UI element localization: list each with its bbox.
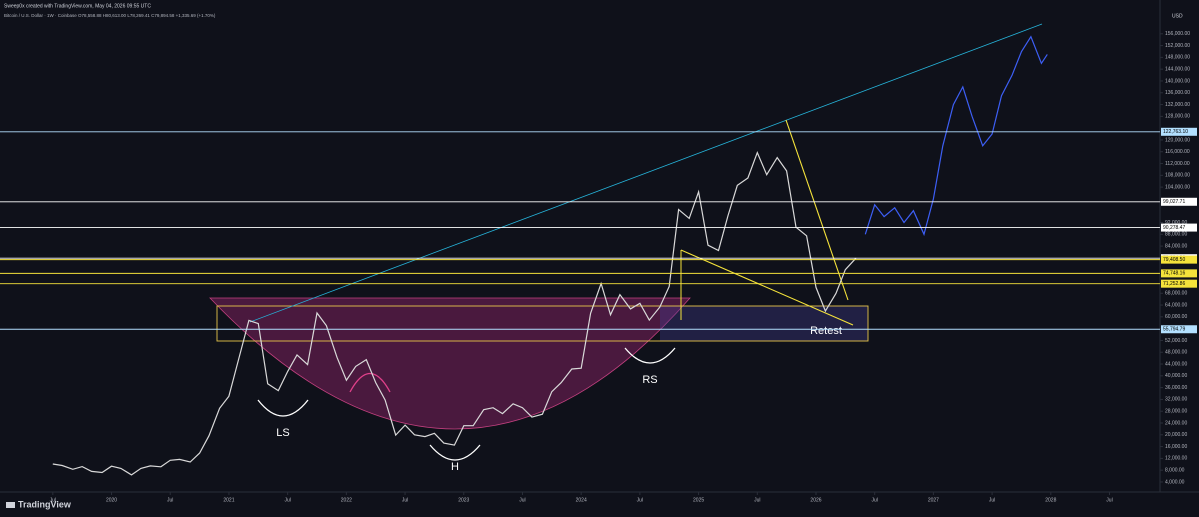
x-tick-label: 2027 [928,497,939,503]
y-tick-label: 116,000.00 [1165,149,1190,155]
y-tick-label: 60,000.00 [1165,314,1187,320]
h-arc [429,444,481,461]
y-tick-label: 16,000.00 [1165,444,1187,450]
wedge-upper [785,119,849,301]
y-tick-label: 4,000.00 [1165,479,1185,485]
y-tick-label: 48,000.00 [1165,350,1187,356]
trend-line [249,23,1043,323]
price-badge [1161,325,1197,334]
price-badge [1161,255,1197,264]
x-tick-label: Jul [754,497,760,503]
y-tick-label: 88,000.00 [1165,232,1187,238]
price-line [52,150,857,476]
y-tick-label: 44,000.00 [1165,361,1187,367]
x-tick-label: 2024 [576,497,587,503]
y-tick-label: 108,000.00 [1165,173,1190,179]
price-badge-label: 74,748.16 [1163,271,1185,277]
y-tick-label: 112,000.00 [1165,161,1190,167]
y-tick-label: 104,000.00 [1165,184,1190,190]
y-tick-label: 20,000.00 [1165,432,1187,438]
brand-logo: TradingView [6,499,72,509]
annotation: H [451,461,459,473]
x-tick-label: Jul [284,497,290,503]
y-tick-label: 140,000.00 [1165,78,1190,84]
price-badge [1161,223,1197,232]
x-tick-label: Jul [637,497,643,503]
y-tick-label: 32,000.00 [1165,397,1187,403]
x-tick-label: Jul [519,497,525,503]
y-tick-label: 148,000.00 [1165,55,1190,61]
y-tick-label: 152,000.00 [1165,43,1190,49]
price-badge [1161,127,1197,136]
price-badge-label: 90,278.47 [1163,225,1185,231]
symbol-line: Bitcoin / U.S. Dollar · 1W · Coinbase O7… [4,13,216,18]
ls-arc [257,399,309,417]
price-line [864,35,1048,237]
author-line: Sweep0x created with TradingView.com, Ma… [4,3,151,9]
price-badge [1161,197,1197,206]
brand: TradingView [18,499,72,509]
price-badge [1161,279,1197,288]
y-tick-label: 24,000.00 [1165,420,1187,426]
wedge-lower [680,249,854,326]
y-tick-label: 128,000.00 [1165,114,1190,120]
price-badge [1161,269,1197,278]
currency: USD [1172,13,1183,19]
price-badge-label: 79,408.50 [1163,257,1185,263]
rs-arc [624,347,676,364]
range-fill [660,306,868,341]
y-tick-label: 120,000.00 [1165,137,1190,143]
x-tick-label: 2023 [458,497,469,503]
y-tick-label: 40,000.00 [1165,373,1187,379]
y-tick-label: 156,000.00 [1165,31,1190,37]
cup-shape [209,297,691,430]
y-tick-label: 92,000.00 [1165,220,1187,226]
annotation: RS [642,374,657,386]
y-tick-label: 68,000.00 [1165,291,1187,297]
x-tick-label: 2025 [693,497,704,503]
x-tick-label: 2022 [341,497,352,503]
range-box [216,305,869,342]
shoulder-arc [349,373,391,393]
price-badge-label: 55,794.79 [1163,327,1185,333]
x-tick-label: Jul [402,497,408,503]
y-tick-label: 12,000.00 [1165,456,1187,462]
x-tick-label: 2028 [1045,497,1056,503]
x-tick-label: Jul [167,497,173,503]
y-tick-label: 136,000.00 [1165,90,1190,96]
y-tick-label: 28,000.00 [1165,409,1187,415]
price-badge-label: 122,763.10 [1163,129,1188,135]
x-tick-label: 2026 [810,497,821,503]
x-tick-label: Jul [989,497,995,503]
y-tick-label: 52,000.00 [1165,338,1187,344]
annotation: Retest [810,325,842,337]
logo-mark [6,502,15,508]
y-tick-label: 144,000.00 [1165,67,1190,73]
y-tick-label: 84,000.00 [1165,243,1187,249]
x-tick-label: 2021 [223,497,234,503]
y-tick-label: 132,000.00 [1165,102,1190,108]
x-tick-label: 2020 [106,497,117,503]
y-tick-label: 36,000.00 [1165,385,1187,391]
y-tick-label: 64,000.00 [1165,302,1187,308]
price-badge-label: 99,027.71 [1163,199,1185,205]
x-tick-label: Jul [1106,497,1112,503]
annotation: LS [276,427,289,439]
price-badge-label: 71,252.86 [1163,281,1185,287]
x-tick-label: Jul [50,497,56,503]
x-tick-label: Jul [871,497,877,503]
y-tick-label: 8,000.00 [1165,468,1185,474]
